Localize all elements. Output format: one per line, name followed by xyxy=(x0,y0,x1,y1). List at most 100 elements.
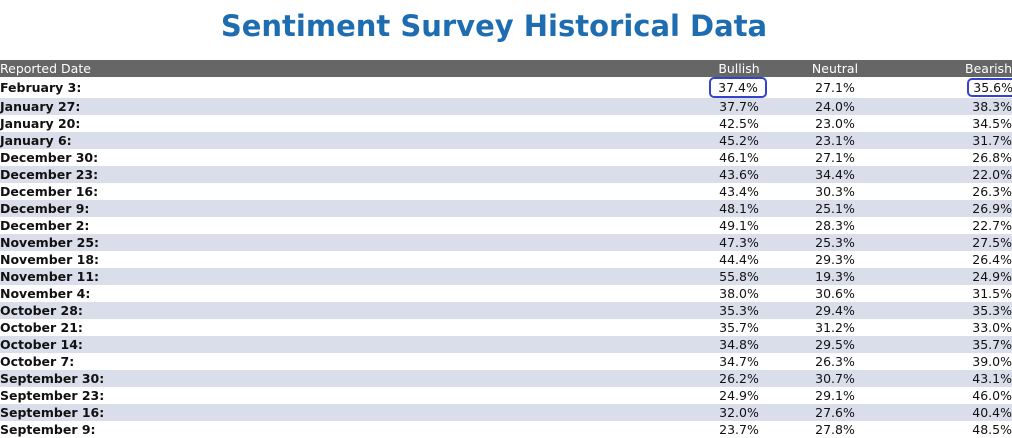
table-row: December 16: 43.4% 30.3% 26.3% xyxy=(0,183,1012,200)
cell-bullish-value: 35.3% xyxy=(719,303,759,318)
cell-bearish-value: 48.5% xyxy=(972,422,1012,437)
cell-neutral: 27.1% xyxy=(760,149,856,166)
cell-neutral-value: 29.5% xyxy=(815,337,855,352)
cell-bullish-value: 42.5% xyxy=(719,116,759,131)
cell-date: November 11: xyxy=(0,268,300,285)
cell-date-value: January 20: xyxy=(0,116,81,131)
cell-bullish: 43.6% xyxy=(300,166,760,183)
cell-date-value: December 2: xyxy=(0,218,90,233)
page-title: Sentiment Survey Historical Data xyxy=(220,9,768,43)
cell-bearish-value: 26.3% xyxy=(972,184,1012,199)
cell-date-value: October 21: xyxy=(0,320,83,335)
cell-date: December 2: xyxy=(0,217,300,234)
cell-bearish-value: 33.0% xyxy=(972,320,1012,335)
cell-neutral: 29.4% xyxy=(760,302,856,319)
cell-neutral: 30.3% xyxy=(760,183,856,200)
table-row: November 11: 55.8% 19.3% 24.9% xyxy=(0,268,1012,285)
cell-date-value: December 23: xyxy=(0,167,99,182)
cell-neutral-value: 24.0% xyxy=(815,99,855,114)
cell-neutral-value: 29.3% xyxy=(815,252,855,267)
cell-neutral: 25.1% xyxy=(760,200,856,217)
cell-bullish-value: 43.4% xyxy=(719,184,759,199)
cell-date: November 4: xyxy=(0,285,300,302)
table-row: October 28: 35.3% 29.4% 35.3% xyxy=(0,302,1012,319)
column-header-date[interactable]: Reported Date xyxy=(0,61,91,76)
cell-neutral: 23.1% xyxy=(760,132,856,149)
cell-date: November 25: xyxy=(0,234,300,251)
table-row: September 16: 32.0% 27.6% 40.4% xyxy=(0,404,1012,421)
cell-date: October 28: xyxy=(0,302,300,319)
cell-bearish-value: 26.4% xyxy=(972,252,1012,267)
cell-neutral-value: 23.0% xyxy=(815,116,855,131)
cell-neutral-value: 29.4% xyxy=(815,303,855,318)
cell-date: January 27: xyxy=(0,98,300,115)
table-row: September 9: 23.7% 27.8% 48.5% xyxy=(0,421,1012,438)
cell-date: December 16: xyxy=(0,183,300,200)
cell-date: December 9: xyxy=(0,200,300,217)
cell-bullish-value: 32.0% xyxy=(719,405,759,420)
cell-bullish-value: 48.1% xyxy=(719,201,759,216)
cell-date-value: November 18: xyxy=(0,252,100,267)
table-row: February 3: 37.4% 27.1% 35.6% xyxy=(0,77,1012,98)
cell-neutral: 34.4% xyxy=(760,166,856,183)
cell-bullish-value: 37.7% xyxy=(719,99,759,114)
cell-bullish-value: 26.2% xyxy=(719,371,759,386)
column-header-bullish[interactable]: Bullish xyxy=(300,60,760,77)
cell-date: September 9: xyxy=(0,421,300,438)
cell-neutral-value: 30.6% xyxy=(815,286,855,301)
column-header-bullish-label: Bullish xyxy=(718,61,760,76)
cell-date-value: September 30: xyxy=(0,371,105,386)
cell-neutral-value: 27.8% xyxy=(815,422,855,437)
cell-bullish-value: 44.4% xyxy=(719,252,759,267)
cell-bearish-value: 43.1% xyxy=(972,371,1012,386)
cell-bullish-value: 55.8% xyxy=(719,269,759,284)
cell-bullish-value: 49.1% xyxy=(719,218,759,233)
cell-bullish: 34.8% xyxy=(300,336,760,353)
cell-date-value: September 9: xyxy=(0,422,96,437)
cell-bearish-value: 22.0% xyxy=(972,167,1012,182)
cell-bearish: 22.7% xyxy=(856,217,1012,234)
cell-bearish-value: 22.7% xyxy=(972,218,1012,233)
column-header-bearish[interactable]: Bearish xyxy=(965,61,1012,76)
cell-bullish-value: 34.7% xyxy=(719,354,759,369)
cell-neutral-value: 19.3% xyxy=(815,269,855,284)
cell-bearish: 22.0% xyxy=(856,166,1012,183)
cell-bullish-value: 34.8% xyxy=(719,337,759,352)
column-header-neutral[interactable]: Neutral xyxy=(760,60,858,77)
cell-date-value: October 7: xyxy=(0,354,75,369)
table-row: November 18: 44.4% 29.3% 26.4% xyxy=(0,251,1012,268)
table-row: October 21: 35.7% 31.2% 33.0% xyxy=(0,319,1012,336)
cell-bearish-value: 46.0% xyxy=(972,388,1012,403)
cell-bullish-value: 24.9% xyxy=(719,388,759,403)
cell-bullish-highlighted-value: 37.4% xyxy=(709,77,767,98)
cell-bearish: 27.5% xyxy=(856,234,1012,251)
cell-neutral-value: 34.4% xyxy=(815,167,855,182)
cell-date: October 7: xyxy=(0,353,300,370)
cell-bullish-value: 46.1% xyxy=(719,150,759,165)
cell-bullish: 32.0% xyxy=(300,404,760,421)
cell-neutral: 25.3% xyxy=(760,234,856,251)
cell-bearish: 33.0% xyxy=(856,319,1012,336)
cell-bullish: 37.4% xyxy=(300,77,767,98)
cell-date: December 23: xyxy=(0,166,300,183)
cell-date: November 18: xyxy=(0,251,300,268)
cell-date-value: February 3: xyxy=(0,80,82,95)
cell-bullish: 44.4% xyxy=(300,251,760,268)
cell-bearish: 31.7% xyxy=(856,132,1012,149)
cell-bullish: 35.3% xyxy=(300,302,760,319)
cell-neutral: 28.3% xyxy=(760,217,856,234)
cell-date-value: November 11: xyxy=(0,269,100,284)
cell-bullish: 37.7% xyxy=(300,98,760,115)
cell-bullish: 34.7% xyxy=(300,353,760,370)
table-row: December 30: 46.1% 27.1% 26.8% xyxy=(0,149,1012,166)
cell-bearish-value: 26.8% xyxy=(972,150,1012,165)
cell-neutral-value: 25.3% xyxy=(815,235,855,250)
cell-bearish: 35.3% xyxy=(856,302,1012,319)
cell-date-value: December 30: xyxy=(0,150,99,165)
cell-date: October 21: xyxy=(0,319,300,336)
cell-neutral-value: 29.1% xyxy=(815,388,855,403)
cell-date: September 16: xyxy=(0,404,300,421)
cell-neutral: 30.7% xyxy=(760,370,856,387)
table-row: January 6: 45.2% 23.1% 31.7% xyxy=(0,132,1012,149)
table-row: September 30: 26.2% 30.7% 43.1% xyxy=(0,370,1012,387)
